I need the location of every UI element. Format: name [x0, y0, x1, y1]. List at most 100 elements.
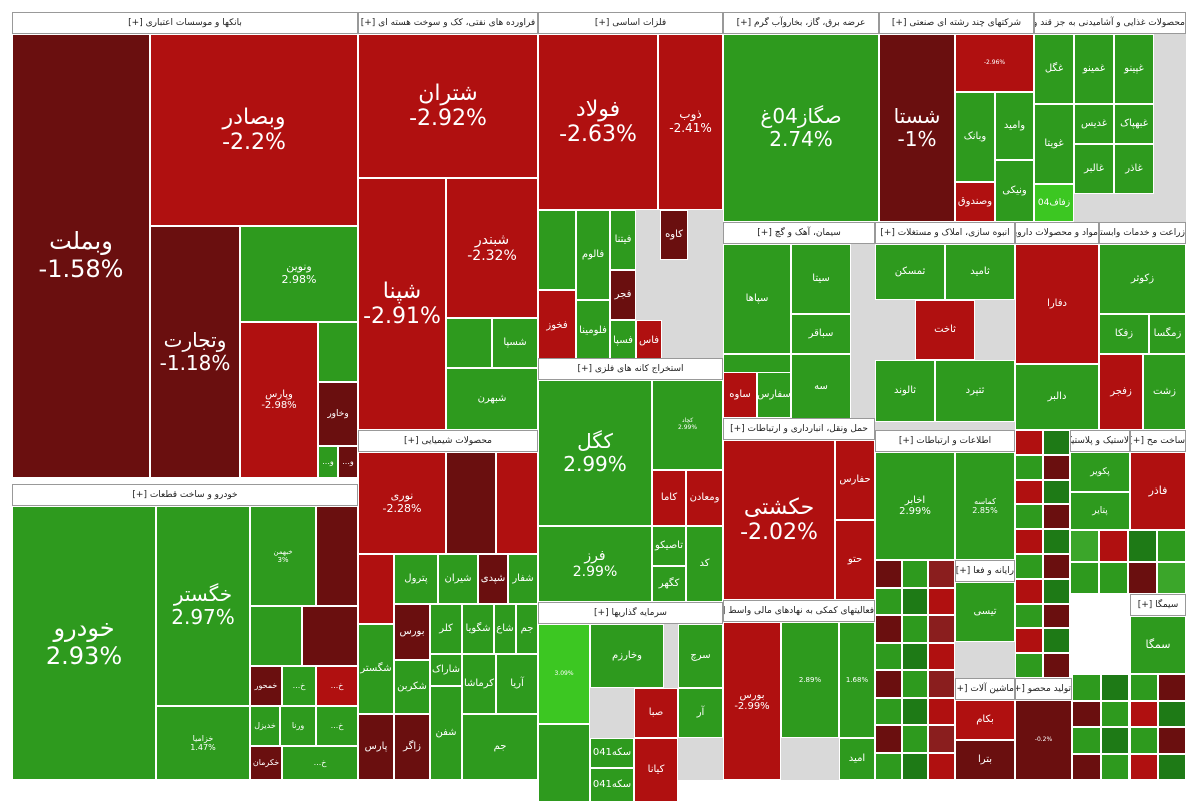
stock-tile[interactable]: وخارزم	[590, 624, 664, 688]
sector-header[interactable]: تولید محصو [+]	[1015, 678, 1072, 700]
stock-tile[interactable]: غمینو	[1074, 34, 1114, 104]
sector-header[interactable]: لاستیک و پلاستیک [+]	[1070, 430, 1130, 452]
stock-tile[interactable]: 3.09%	[538, 624, 590, 724]
stock-tile[interactable]: زاگر	[394, 714, 430, 780]
sector-header[interactable]: سیمان، آهک و گچ [+]	[723, 222, 875, 244]
stock-tile[interactable]: حتو	[835, 520, 875, 600]
stock-tile[interactable]	[446, 318, 492, 368]
sector-header[interactable]: محصولات غذایی و آشامیدنی به جز قند و شکر…	[1034, 12, 1186, 34]
stock-tile[interactable]: زکوثر	[1099, 244, 1186, 314]
stock-tile[interactable]: فولاد -2.63%	[538, 34, 658, 210]
sector-header[interactable]: ساخت مح [+]	[1130, 430, 1186, 452]
sector-header[interactable]: عرضه برق، گاز، بخاروآب گرم [+]	[723, 12, 879, 34]
stock-tile[interactable]: تیسی	[955, 582, 1015, 642]
stock-tile[interactable]: فخوز	[538, 290, 576, 362]
stock-tile[interactable]: حفارس	[835, 440, 875, 520]
sector-header[interactable]: شرکتهای چند رشته ای صنعتی [+]	[879, 12, 1034, 34]
sector-header[interactable]: سیمگا [+]	[1130, 594, 1186, 616]
stock-tile[interactable]: سیتا	[791, 244, 851, 314]
stock-tile[interactable]	[496, 452, 538, 554]
stock-tile[interactable]: خبهمن 3%	[250, 506, 316, 606]
stock-tile[interactable]: فجر	[610, 270, 636, 320]
stock-tile[interactable]: غپینو	[1114, 34, 1154, 104]
stock-tile[interactable]: غگل	[1034, 34, 1074, 104]
stock-tile[interactable]: وامید	[995, 92, 1034, 160]
stock-tile[interactable]	[250, 606, 302, 666]
stock-tile[interactable]: حکشتی -2.02%	[723, 440, 835, 600]
stock-tile[interactable]: فاس	[636, 320, 662, 362]
stock-tile[interactable]: اخابر 2.99%	[875, 452, 955, 560]
stock-tile[interactable]: سرچ	[678, 624, 723, 688]
stock-tile[interactable]: ثاخت	[915, 300, 975, 360]
stock-tile[interactable]: ساوه	[723, 372, 757, 418]
stock-tile[interactable]: تاصیکو	[652, 526, 686, 566]
stock-tile[interactable]: خ...	[282, 746, 358, 780]
stock-tile[interactable]: بورس	[394, 604, 430, 660]
stock-tile[interactable]: و...	[338, 446, 358, 478]
stock-tile[interactable]: امید	[839, 738, 875, 780]
stock-tile[interactable]: بکام	[955, 700, 1015, 740]
stock-tile[interactable]: ثالوند	[875, 360, 935, 422]
stock-tile[interactable]: کگل 2.99%	[538, 380, 652, 526]
stock-tile[interactable]	[302, 606, 358, 666]
stock-tile[interactable]: خدیزل	[250, 706, 280, 746]
stock-tile[interactable]: خگستر 2.97%	[156, 506, 250, 706]
stock-tile[interactable]: وصندوق	[955, 182, 995, 222]
sector-header[interactable]: ماشین آلات [+]	[955, 678, 1015, 700]
stock-tile[interactable]: کاوه	[660, 210, 688, 260]
stock-tile[interactable]: کلر	[430, 604, 462, 654]
stock-tile[interactable]: سمگا	[1130, 616, 1186, 674]
stock-tile[interactable]: شفن	[430, 686, 462, 780]
stock-tile[interactable]: شگویا	[462, 604, 494, 654]
stock-tile[interactable]: کیانا	[634, 738, 678, 802]
stock-tile[interactable]: خ...	[316, 666, 358, 706]
stock-tile[interactable]: سکه041	[590, 768, 634, 802]
stock-tile[interactable]: صبا	[634, 688, 678, 738]
stock-tile[interactable]: نوری -2.28%	[358, 452, 446, 554]
stock-tile[interactable]: ذوب -2.41%	[658, 34, 723, 210]
stock-tile[interactable]: سپاها	[723, 244, 791, 354]
stock-tile[interactable]: وبملت -1.58%	[12, 34, 150, 478]
stock-tile[interactable]	[538, 210, 576, 290]
stock-tile[interactable]: شاع	[494, 604, 516, 654]
stock-tile[interactable]: غالبر	[1074, 144, 1114, 194]
stock-tile[interactable]: کاما	[652, 470, 686, 526]
stock-tile[interactable]: زفاف04	[1034, 184, 1074, 222]
stock-tile[interactable]: شپدی	[478, 554, 508, 604]
stock-tile[interactable]: سباقر	[791, 314, 851, 354]
stock-tile[interactable]: جم	[462, 714, 538, 780]
stock-tile[interactable]: زفجر	[1099, 354, 1143, 430]
stock-tile[interactable]: شیران	[438, 554, 478, 604]
sector-header[interactable]: محصولات شیمیایی [+]	[358, 430, 538, 452]
stock-tile[interactable]: آریا	[496, 654, 538, 714]
stock-tile[interactable]: ومعادن	[686, 470, 723, 526]
stock-tile[interactable]	[318, 322, 358, 382]
sector-header[interactable]: بانکها و موسسات اعتباری [+]	[12, 12, 358, 34]
stock-tile[interactable]: فسپا	[610, 320, 636, 362]
stock-tile[interactable]: خزامیا 1.47%	[156, 706, 250, 780]
stock-tile[interactable]: وتجارت -1.18%	[150, 226, 240, 478]
stock-tile[interactable]: فیتنا	[610, 210, 636, 270]
stock-tile[interactable]: زشت	[1143, 354, 1186, 430]
stock-tile[interactable]: ونیکی	[995, 160, 1034, 222]
stock-tile[interactable]: شبهرن	[446, 368, 538, 430]
stock-tile[interactable]: وبانک	[955, 92, 995, 182]
stock-tile[interactable]: بترا	[955, 740, 1015, 780]
stock-tile[interactable]: غدیس	[1074, 104, 1114, 144]
stock-tile[interactable]: بورس -2.99%	[723, 622, 781, 780]
stock-tile[interactable]: سفارس	[757, 372, 791, 418]
stock-tile[interactable]: شگستر	[358, 624, 394, 714]
stock-tile[interactable]	[446, 452, 496, 554]
stock-tile[interactable]: شتران -2.92%	[358, 34, 538, 178]
sector-header[interactable]: زراعت و خدمات وابسته [+]	[1099, 222, 1186, 244]
stock-tile[interactable]: شفار	[508, 554, 538, 604]
sector-header[interactable]: حمل ونقل، انبارداری و ارتباطات [+]	[723, 418, 875, 440]
sector-header[interactable]: خودرو و ساخت قطعات [+]	[12, 484, 358, 506]
sector-header[interactable]: فعالیتهای کمکی به نهادهای مالی واسط [+]	[723, 600, 875, 622]
stock-tile[interactable]	[316, 506, 358, 606]
sector-header[interactable]: مواد و محصولات دارویی [+]	[1015, 222, 1099, 244]
stock-tile[interactable]: زفکا	[1099, 314, 1149, 354]
sector-header[interactable]: فلزات اساسی [+]	[538, 12, 723, 34]
stock-tile[interactable]: وخاور	[318, 382, 358, 446]
stock-tile[interactable]: غاذر	[1114, 144, 1154, 194]
